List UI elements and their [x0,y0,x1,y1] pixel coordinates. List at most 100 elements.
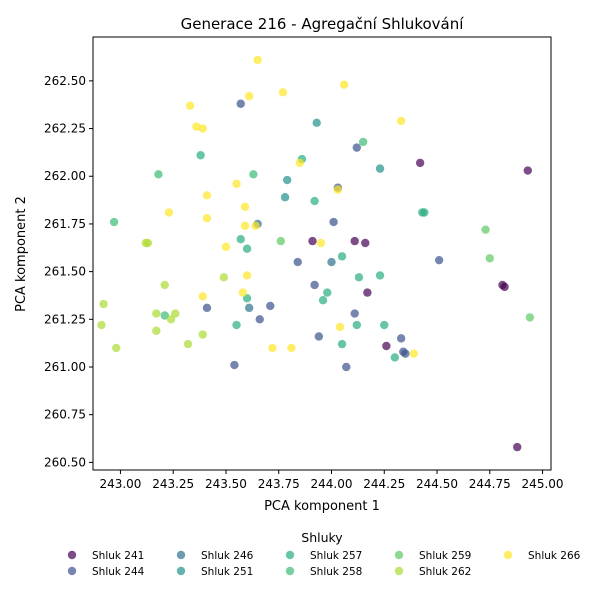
data-point [202,303,212,313]
legend-marker [176,550,186,560]
data-point [183,339,193,349]
data-point [420,208,429,217]
data-point [287,343,296,353]
data-point [409,349,419,358]
legend-marker [394,550,404,560]
data-point [109,217,119,227]
data-point [160,280,169,290]
data-point [280,193,290,202]
data-point [166,315,176,324]
legend-entry-label: Shluk 257 [310,550,362,562]
y-tick-label: 261.25 [44,312,86,326]
data-point [202,191,212,200]
x-tick-label: 244.00 [310,477,352,491]
data-point [513,442,522,452]
data-point [97,320,106,330]
data-point [382,341,391,351]
data-point [164,208,174,217]
data-point [198,292,207,301]
data-point [276,236,286,246]
data-point [310,196,319,206]
data-point [316,238,326,248]
legend-marker [67,566,77,576]
data-point [481,225,490,234]
data-point [232,179,241,189]
legend-marker [176,566,186,576]
legend-marker [394,566,404,576]
data-point [196,151,205,160]
data-point [255,315,264,324]
data-point [323,288,332,297]
data-point [232,320,241,330]
data-point [329,217,338,227]
legend-marker [285,550,295,560]
x-tick-label: 243.75 [258,477,300,491]
data-point [251,221,260,231]
data-point [308,236,317,246]
data-point [244,303,254,313]
y-tick-label: 262.25 [44,122,86,136]
data-point [242,271,252,280]
y-axis-title: PCA komponent 2 [14,196,29,312]
data-point [390,353,400,362]
data-point [500,282,509,292]
data-point [339,80,349,89]
data-point [198,124,207,133]
data-point [375,271,385,280]
data-point [361,238,370,248]
x-tick-label: 243.00 [99,477,141,491]
data-point [185,101,195,110]
legend-entry-label: Shluk 258 [310,566,362,578]
y-tick-label: 261.50 [44,265,86,279]
legend-entry-label: Shluk 262 [419,566,471,578]
data-point [380,320,389,330]
chart-title: Generace 216 - Agregační Shlukování [181,15,465,33]
data-point [295,158,305,168]
x-tick-label: 244.50 [416,477,458,491]
data-point [310,280,319,290]
data-point [337,252,347,261]
y-tick-label: 260.75 [44,408,86,422]
data-point [396,334,406,343]
y-tick-label: 260.50 [44,455,86,469]
data-point [434,255,444,265]
x-tick-label: 244.25 [363,477,405,491]
data-point [244,91,254,101]
data-point [143,238,153,248]
data-point [202,214,212,223]
legend: Shluky Shluk 241 Shluk 244 Shluk 246 Shluk … [67,530,581,578]
data-point [240,202,250,211]
data-point [375,164,385,173]
data-point [152,309,161,318]
data-point [236,234,245,244]
data-point [363,288,372,297]
y-tick-label: 262.50 [44,74,86,88]
y-tick-label: 261.75 [44,217,86,231]
data-point [335,322,345,332]
data-point [337,339,347,349]
data-point [230,360,239,370]
x-tick-label: 243.25 [152,477,194,491]
data-point [240,221,250,231]
data-point [358,137,368,147]
data-point [342,362,351,372]
data-point [293,257,302,267]
legend-title: Shluky [301,530,343,545]
x-tick-label: 245.00 [522,477,564,491]
data-point [312,118,321,128]
data-point [314,332,324,341]
legend-entry-label: Shluk 259 [419,550,471,562]
data-point [192,122,201,131]
points-layer [97,55,535,452]
data-point [242,244,252,253]
plot-frame [92,36,552,471]
data-point [278,88,288,97]
data-point [219,273,229,282]
data-point [266,301,275,311]
legend-entry-label: Shluk 251 [201,566,253,578]
legend-marker [503,550,513,560]
data-point [415,158,425,168]
y-tick-label: 262.00 [44,169,86,183]
data-point [350,309,359,318]
